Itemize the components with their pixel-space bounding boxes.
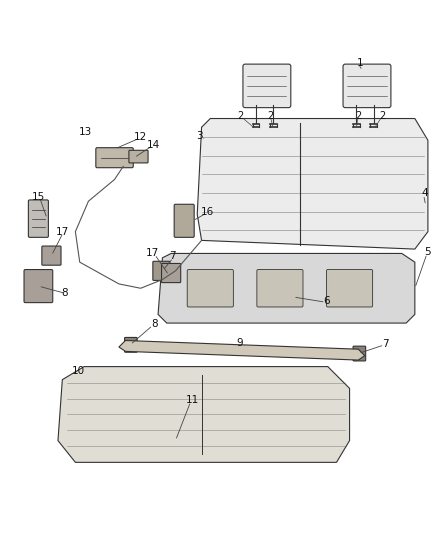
Text: 7: 7 <box>169 252 175 262</box>
Polygon shape <box>197 118 428 249</box>
Text: 2: 2 <box>379 111 385 122</box>
Text: 2: 2 <box>267 111 273 122</box>
FancyBboxPatch shape <box>42 246 61 265</box>
Text: 11: 11 <box>185 395 199 405</box>
Text: 2: 2 <box>238 111 244 122</box>
FancyBboxPatch shape <box>96 148 133 168</box>
FancyBboxPatch shape <box>24 270 53 303</box>
FancyBboxPatch shape <box>343 64 391 108</box>
Text: 8: 8 <box>61 288 68 297</box>
FancyBboxPatch shape <box>28 200 48 237</box>
Text: 1: 1 <box>357 58 364 68</box>
Text: 9: 9 <box>237 338 243 348</box>
FancyBboxPatch shape <box>187 270 233 307</box>
Text: 8: 8 <box>151 319 158 329</box>
Polygon shape <box>58 367 350 462</box>
FancyBboxPatch shape <box>257 270 303 307</box>
FancyBboxPatch shape <box>174 204 194 237</box>
Text: 17: 17 <box>146 248 159 259</box>
Polygon shape <box>119 341 365 360</box>
Text: 5: 5 <box>424 247 431 257</box>
FancyBboxPatch shape <box>153 261 170 280</box>
Text: 2: 2 <box>355 111 361 122</box>
Text: 14: 14 <box>147 140 160 150</box>
Text: 17: 17 <box>56 227 69 237</box>
FancyBboxPatch shape <box>129 150 148 163</box>
Text: 7: 7 <box>382 338 389 349</box>
Text: 15: 15 <box>32 192 45 202</box>
FancyBboxPatch shape <box>353 346 366 361</box>
Text: 4: 4 <box>421 188 428 198</box>
Text: 13: 13 <box>78 127 92 138</box>
Text: 16: 16 <box>201 207 214 217</box>
Text: 12: 12 <box>134 132 147 142</box>
Text: 6: 6 <box>324 296 330 306</box>
Text: 3: 3 <box>196 131 203 141</box>
FancyBboxPatch shape <box>124 337 137 352</box>
Polygon shape <box>158 254 415 323</box>
FancyBboxPatch shape <box>162 263 181 282</box>
FancyBboxPatch shape <box>243 64 291 108</box>
Text: 10: 10 <box>72 366 85 376</box>
FancyBboxPatch shape <box>326 270 373 307</box>
